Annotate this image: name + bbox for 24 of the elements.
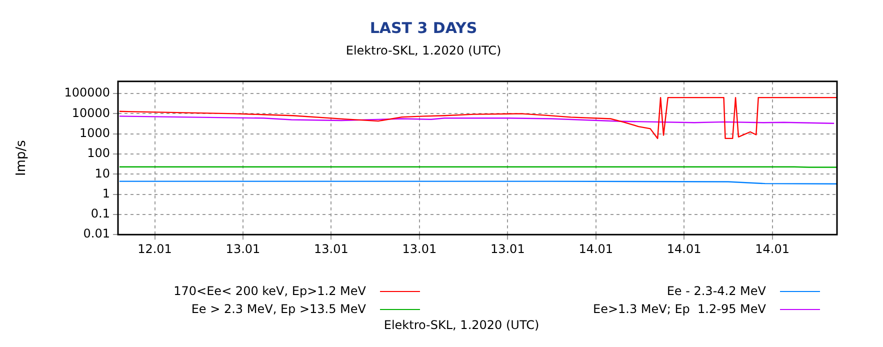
- chart-title: LAST 3 DAYS: [370, 18, 478, 37]
- x-tick-label: 13.01: [490, 242, 525, 256]
- y-tick-label: 1: [102, 186, 110, 200]
- y-tick-label: 100: [87, 146, 110, 160]
- x-tick-label: 13.01: [226, 242, 260, 256]
- y-tick-label: 100000: [64, 86, 110, 100]
- x-tick-label: 14.01: [666, 242, 702, 256]
- x-tick-label: 14.01: [578, 242, 614, 256]
- y-tick-label: 0.01: [83, 226, 110, 241]
- legend-label: Ee>1.3 MeV; Ep 1.2-95 MeV: [593, 302, 766, 316]
- chart-subtitle: Elektro-SKL, 1.2020 (UTC): [346, 43, 502, 58]
- y-tick-label: 0.1: [90, 206, 110, 221]
- y-tick-label: 10: [94, 166, 110, 180]
- text: Elektro-SKL, 1.2020 (UTC): [382, 318, 540, 332]
- x-tick-label: 14.01: [755, 242, 790, 256]
- x-tick-label: 13.01: [402, 242, 437, 256]
- legend-label: Ee > 2.3 MeV, Ep >13.5 MeV: [191, 302, 366, 316]
- x-tick-label: 13.01: [314, 242, 348, 256]
- y-axis-title: Imp/s: [14, 140, 30, 176]
- legend-label: 170<Ee< 200 keV, Ep>1.2 MeV: [174, 284, 366, 298]
- y-tick-label: 10000: [72, 106, 110, 120]
- legend-label: Ee - 2.3-4.2 MeV: [666, 284, 766, 298]
- x-tick-label: 12.01: [138, 242, 172, 256]
- y-tick-label: 1000: [79, 126, 110, 140]
